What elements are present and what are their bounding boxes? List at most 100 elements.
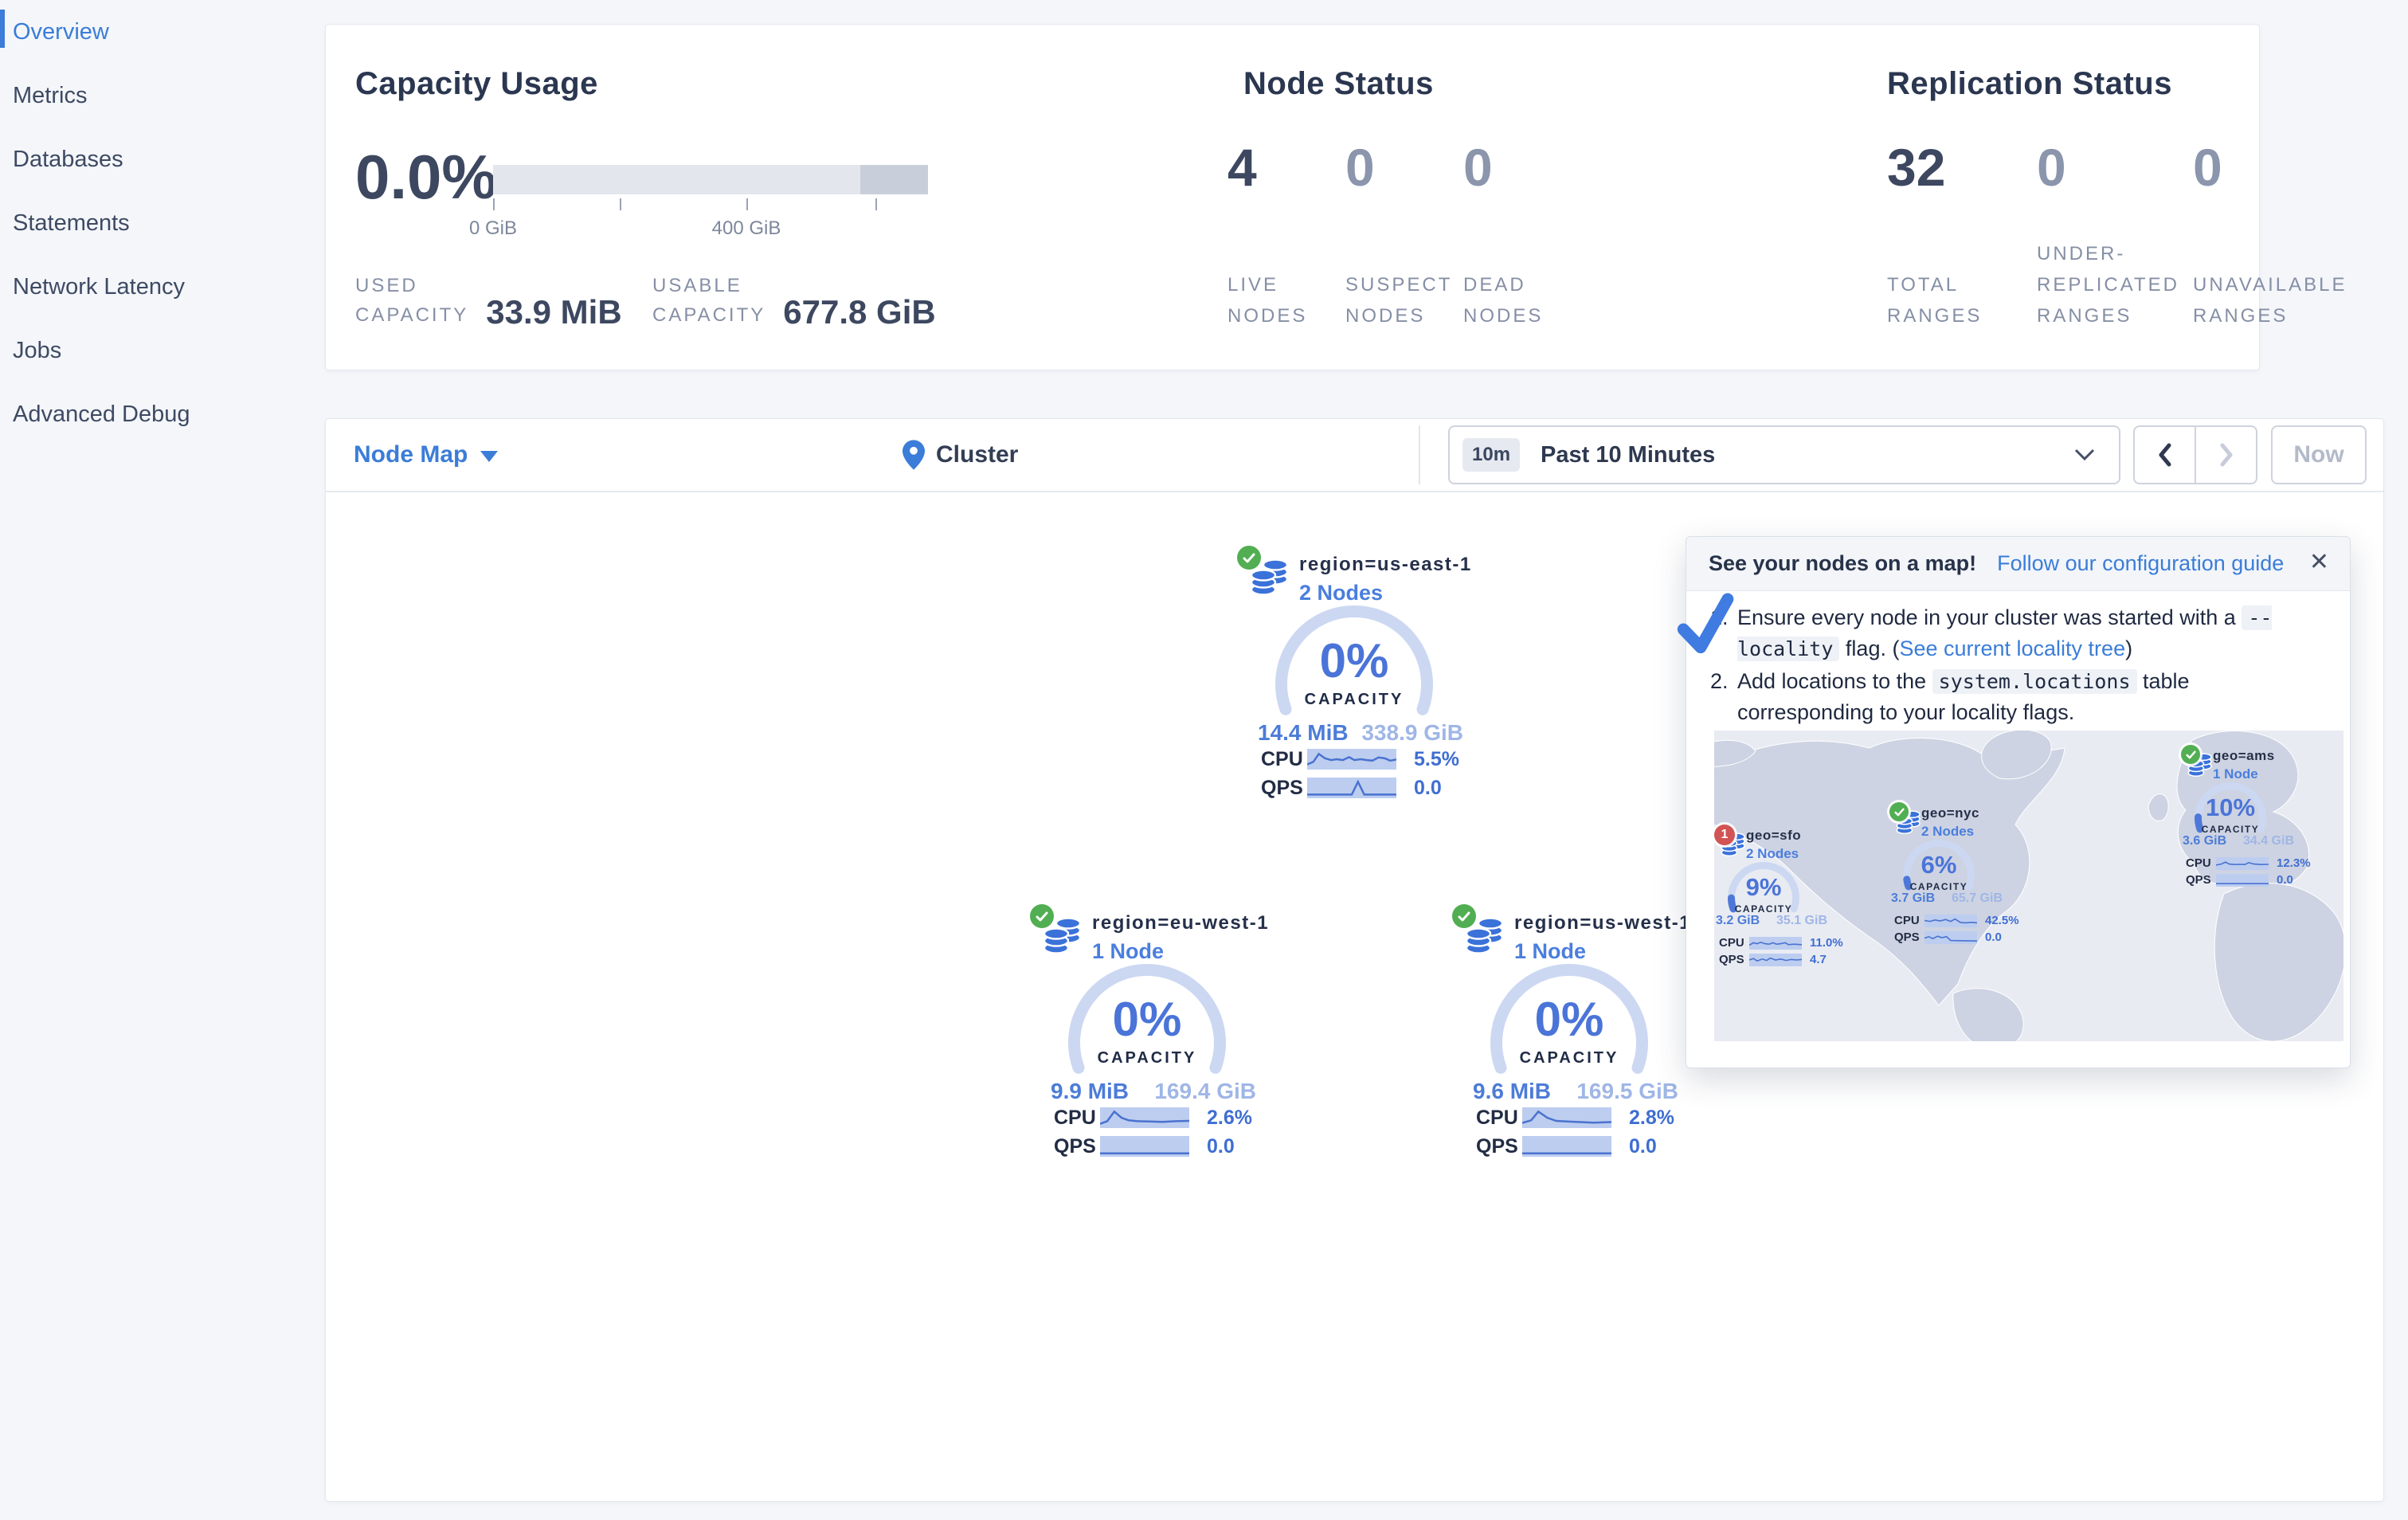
database-nodes-icon — [1250, 558, 1290, 601]
locality-tree-link[interactable]: See current locality tree — [1899, 637, 2126, 660]
qps-sparkline — [1522, 1136, 1611, 1157]
qps-sparkline — [1307, 778, 1396, 798]
axis-tick-label: 0 GiB — [468, 217, 518, 239]
used-capacity-metric: USED CAPACITY 33.9 MiB — [355, 271, 622, 330]
cpu-sparkline — [1100, 1107, 1189, 1128]
location-pin-icon — [903, 440, 925, 470]
node-group-us-west-1[interactable]: region=us-west-1 1 Node 0% CAPACITY 9.6 … — [1452, 903, 1691, 1158]
region-title: geo=nyc — [1921, 805, 1979, 821]
capacity-gauge-label: CAPACITY — [1734, 903, 1793, 915]
now-button[interactable]: Now — [2271, 425, 2367, 484]
qps-sparkline — [1749, 953, 1802, 966]
axis-tick — [746, 198, 748, 210]
region-used-capacity: 3.7 GiB — [1891, 891, 1936, 905]
sidebar-item-overview[interactable]: Overview — [0, 0, 319, 64]
region-title: region=us-west-1 — [1514, 912, 1692, 934]
world-map — [1714, 731, 2343, 1041]
capacity-usage-title: Capacity Usage — [355, 66, 598, 101]
sidebar-item-network-latency[interactable]: Network Latency — [13, 274, 185, 300]
cpu-label: CPU — [1719, 936, 1744, 950]
cpu-label: CPU — [1054, 1106, 1096, 1129]
status-ok-icon — [1889, 802, 1909, 821]
cpu-label: CPU — [1261, 747, 1303, 770]
sidebar-item-statements[interactable]: Statements — [13, 210, 130, 236]
cpu-value: 42.5% — [1985, 914, 2019, 927]
node-map-toolbar: Node Map Cluster 10m Past 10 Minutes — [326, 419, 2383, 492]
region-total-capacity: 65.7 GiB — [1951, 891, 2003, 905]
node-group-eu-west-1[interactable]: region=eu-west-1 1 Node 0% CAPACITY 9.9 … — [1030, 903, 1269, 1158]
capacity-gauge-percent: 0% — [1319, 634, 1389, 688]
view-mode-label: Node Map — [354, 441, 468, 468]
total-ranges-value: 32 — [1887, 138, 1946, 197]
node-group-geo-nyc[interactable]: geo=nyc 2 Nodes 6% CAPACITY 3.7 GiB 65.7… — [1889, 802, 2019, 950]
chevron-right-icon — [2220, 443, 2232, 467]
database-nodes-icon — [1043, 917, 1083, 959]
region-node-count: 2 Nodes — [1299, 581, 1384, 605]
close-icon[interactable]: ✕ — [2308, 549, 2329, 575]
step-text: Add locations to the — [1737, 669, 1932, 693]
sidebar-item-advanced-debug[interactable]: Advanced Debug — [13, 402, 190, 427]
qps-sparkline — [2216, 873, 2269, 887]
cpu-value: 2.8% — [1629, 1106, 1674, 1129]
region-used-capacity: 3.2 GiB — [1716, 914, 1760, 927]
next-time-window-button[interactable] — [2195, 427, 2256, 483]
sample-node-map-image: 1 geo=sfo 2 Nodes 9% CAPACITY — [1714, 731, 2343, 1041]
capacity-gauge-label: CAPACITY — [1519, 1049, 1619, 1067]
usable-capacity-metric: USABLE CAPACITY 677.8 GiB — [652, 271, 936, 330]
capacity-gauge-label: CAPACITY — [2201, 824, 2260, 835]
region-used-capacity: 9.9 MiB — [1051, 1079, 1130, 1103]
sidebar-item-databases[interactable]: Databases — [13, 147, 123, 172]
qps-value: 0.0 — [1414, 776, 1442, 799]
capacity-gauge-percent: 0% — [1534, 993, 1604, 1046]
capacity-gauge-label: CAPACITY — [1097, 1049, 1197, 1067]
view-mode-dropdown[interactable]: Node Map — [354, 419, 499, 491]
qps-label: QPS — [1719, 953, 1744, 966]
live-nodes-label: LIVE NODES — [1227, 274, 1308, 327]
capacity-gauge-percent: 9% — [1745, 873, 1782, 901]
node-group-geo-sfo[interactable]: 1 geo=sfo 2 Nodes 9% CAPACITY — [1714, 825, 1843, 972]
region-node-count: 2 Nodes — [1921, 824, 1975, 839]
cpu-sparkline — [1522, 1107, 1611, 1128]
time-range-label: Past 10 Minutes — [1541, 441, 1716, 468]
capacity-gauge: 9% CAPACITY — [1727, 861, 1800, 934]
configuration-guide-link[interactable]: Follow our configuration guide — [1997, 551, 2285, 575]
prev-time-window-button[interactable] — [2135, 427, 2195, 483]
qps-label: QPS — [2186, 873, 2211, 887]
total-ranges-label: TOTAL RANGES — [1887, 274, 1983, 327]
time-range-dropdown[interactable]: 10m Past 10 Minutes — [1448, 425, 2120, 484]
region-used-capacity: 14.4 MiB — [1258, 720, 1349, 745]
capacity-gauge: 0% CAPACITY — [1067, 963, 1227, 1122]
cpu-value: 12.3% — [2277, 856, 2311, 870]
dead-nodes-label: DEAD NODES — [1463, 274, 1544, 327]
region-node-count: 1 Node — [1092, 939, 1165, 963]
cpu-label: CPU — [2186, 856, 2211, 870]
configuration-steps: 1. Ensure every node in your cluster was … — [1710, 602, 2328, 729]
breadcrumb[interactable]: Cluster — [903, 419, 1018, 491]
cpu-label: CPU — [1894, 914, 1920, 927]
time-range-badge: 10m — [1462, 438, 1521, 472]
region-total-capacity: 169.5 GiB — [1576, 1079, 1678, 1103]
step-text: table corresponding to your locality fla… — [1737, 669, 2190, 724]
axis-tick — [875, 198, 877, 210]
usable-capacity-value: 677.8 GiB — [783, 293, 936, 331]
status-warning-icon: 1 — [1714, 825, 1735, 845]
node-group-geo-ams[interactable]: geo=ams 1 Node 10% CAPACITY 3.6 GiB 34.4… — [2181, 745, 2311, 892]
region-title: geo=ams — [2213, 748, 2275, 763]
sidebar-item-metrics[interactable]: Metrics — [13, 83, 88, 108]
under-replicated-label: UNDER- REPLICATED RANGES — [2037, 243, 2179, 327]
node-group-us-east-1[interactable]: region=us-east-1 2 Nodes 0% CAPACITY 14.… — [1237, 544, 1476, 799]
inline-code: system.locations — [1932, 669, 2137, 694]
region-title: geo=sfo — [1746, 828, 1802, 843]
qps-label: QPS — [1261, 776, 1303, 799]
sidebar-item-jobs[interactable]: Jobs — [13, 338, 62, 363]
region-total-capacity: 169.4 GiB — [1154, 1079, 1256, 1103]
sidebar-nav: Overview Metrics Databases Statements Ne… — [0, 0, 319, 1520]
capacity-gauge: 0% CAPACITY — [1274, 605, 1434, 764]
capacity-gauge: 10% CAPACITY — [2194, 782, 2267, 855]
node-map-canvas: region=us-east-1 2 Nodes 0% CAPACITY 14.… — [326, 492, 2383, 1501]
region-used-capacity: 3.6 GiB — [2183, 834, 2227, 848]
cluster-summary-panel: Capacity Usage 0.0% 0 GiB 400 GiB USED C… — [325, 24, 2345, 370]
cpu-value: 11.0% — [1810, 936, 1843, 950]
cpu-value: 5.5% — [1414, 747, 1459, 770]
tooltip-header: See your nodes on a map! Follow our conf… — [1686, 537, 2350, 591]
